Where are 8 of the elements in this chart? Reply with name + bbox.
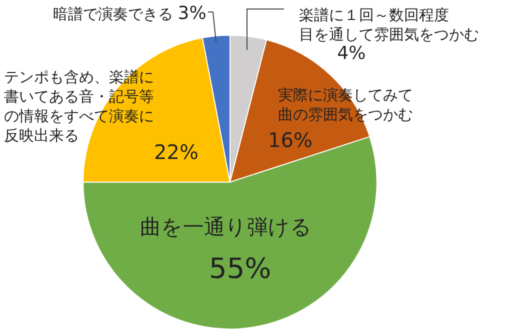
- data-label: 16%: [268, 128, 312, 152]
- data-label: 55%: [209, 252, 272, 285]
- data-label: 4%: [337, 43, 366, 64]
- data-label: 3%: [178, 3, 206, 24]
- slice-label: 楽譜に１回～数回程度目を通して雰囲気をつかむ: [299, 6, 479, 44]
- slice-label: 曲を一通り弾ける: [140, 215, 312, 239]
- data-label: 22%: [154, 140, 198, 164]
- slice-label: 暗譜で演奏できる: [53, 5, 173, 23]
